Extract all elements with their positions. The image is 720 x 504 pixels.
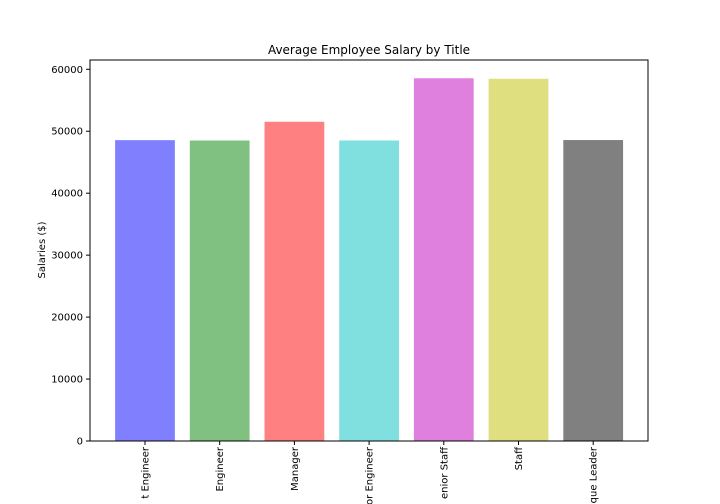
x-tick-label: Manager bbox=[290, 446, 301, 491]
x-tick-label: enior Staff bbox=[439, 446, 450, 499]
x-tick-label: Engineer bbox=[215, 446, 226, 491]
bar bbox=[115, 140, 175, 442]
y-axis-label: Salaries ($) bbox=[37, 221, 48, 278]
y-tick-label: 60000 bbox=[51, 65, 83, 76]
y-tick-label: 20000 bbox=[51, 313, 83, 324]
x-tick-label: t Engineer bbox=[141, 446, 152, 499]
bar bbox=[413, 78, 474, 442]
y-tick-label: 30000 bbox=[51, 251, 83, 262]
x-tick-label: or Engineer bbox=[365, 446, 376, 504]
bar bbox=[563, 140, 624, 442]
y-tick-label: 50000 bbox=[51, 127, 83, 138]
bar bbox=[264, 121, 325, 441]
plot-frame bbox=[89, 59, 649, 442]
bar bbox=[488, 78, 549, 442]
y-tick-label: 10000 bbox=[51, 375, 83, 386]
bar bbox=[189, 140, 250, 441]
x-tick-label: que Leader bbox=[589, 446, 600, 503]
x-tick-label: Staff bbox=[514, 446, 525, 470]
bar bbox=[339, 140, 399, 441]
y-tick-label: 0 bbox=[77, 437, 83, 448]
y-tick-label: 40000 bbox=[51, 189, 83, 200]
chart-title: Average Employee Salary by Title bbox=[268, 43, 470, 57]
